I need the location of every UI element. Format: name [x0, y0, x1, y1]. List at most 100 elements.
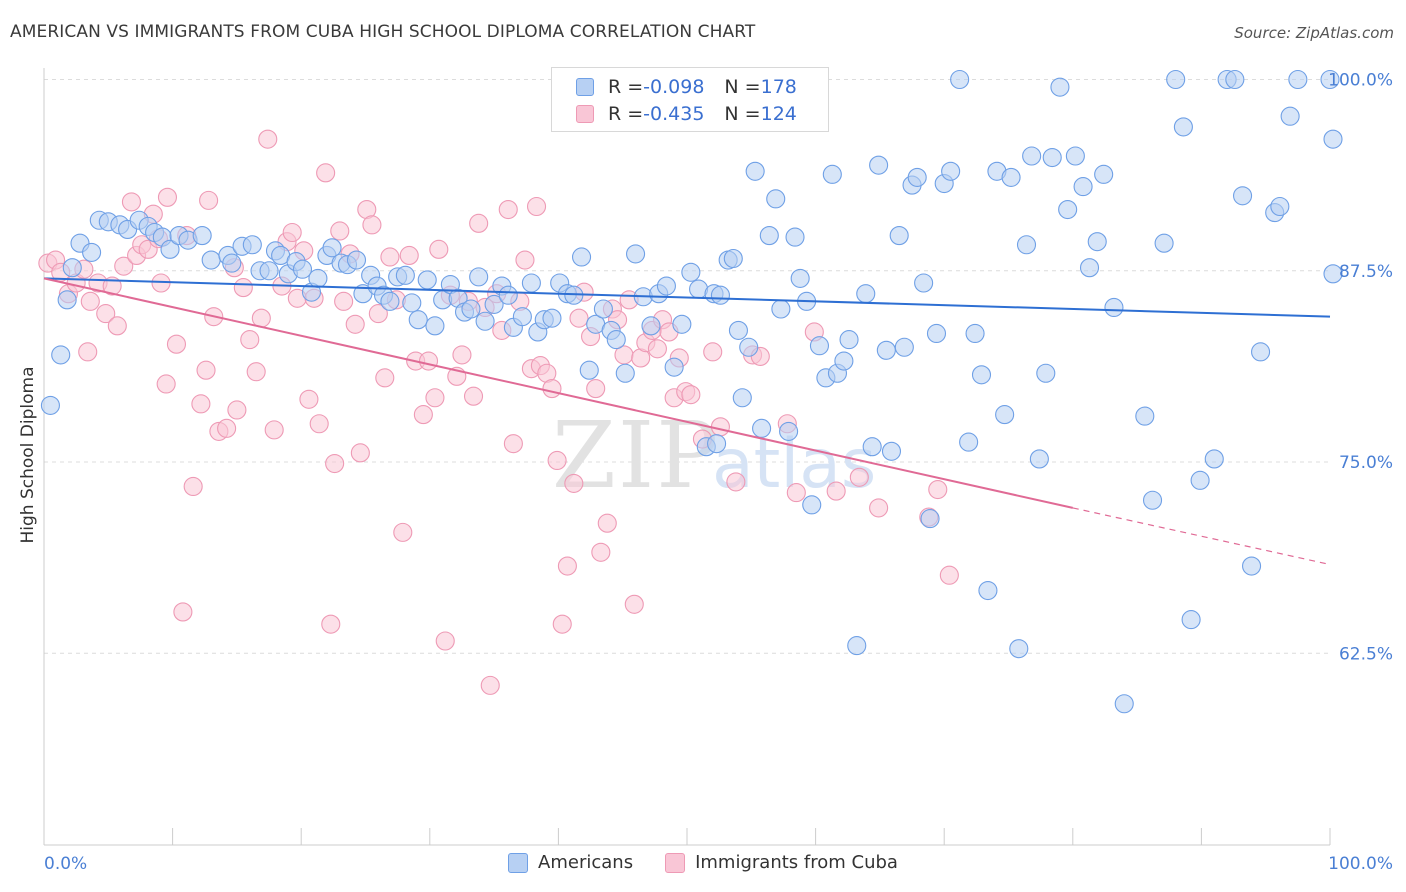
data-point: [881, 441, 902, 461]
data-point: [1154, 233, 1174, 253]
data-point: [641, 316, 661, 336]
data-point: [1001, 167, 1021, 187]
data-point: [1251, 342, 1271, 362]
data-point: [246, 362, 266, 382]
data-point: [1087, 232, 1107, 252]
data-point: [802, 495, 822, 515]
data-point: [965, 323, 985, 344]
data-point: [192, 226, 212, 246]
legend-row-cuba: R = -0.435 N = 124: [576, 103, 797, 125]
series-americans: [40, 69, 1343, 714]
data-point: [80, 291, 100, 311]
data-point: [62, 258, 82, 278]
data-point: [512, 307, 532, 327]
legend-r-label: R =: [608, 76, 644, 98]
data-point: [1058, 200, 1078, 220]
data-point: [1104, 297, 1124, 318]
data-point: [542, 308, 562, 328]
data-point: [920, 509, 940, 529]
data-point: [1323, 129, 1343, 149]
data-point: [926, 323, 947, 344]
data-point: [199, 190, 219, 210]
data-point: [745, 161, 765, 181]
data-point: [1233, 186, 1253, 206]
data-point: [542, 379, 562, 399]
data-point: [591, 542, 611, 562]
tick-labels: 100.0% 87.5% 75.0% 62.5% 0.0% 100.0%: [44, 71, 1393, 875]
trend-line-cuba: [43, 277, 1074, 509]
data-point: [564, 473, 584, 493]
data-point: [1029, 449, 1049, 469]
watermark-zip: ZIP: [552, 402, 720, 509]
data-point: [321, 614, 341, 634]
legend-n-value: 124: [760, 103, 797, 125]
data-point: [413, 405, 433, 425]
data-point: [375, 368, 395, 388]
data-point: [380, 247, 400, 267]
data-point: [839, 330, 859, 350]
data-point: [322, 238, 342, 258]
data-point: [350, 443, 370, 463]
data-point: [114, 256, 134, 276]
data-point: [1173, 117, 1193, 137]
legend-n-label: N =: [724, 76, 761, 98]
data-point: [227, 400, 247, 420]
data-point: [1166, 69, 1186, 90]
data-point: [452, 345, 472, 365]
data-point: [941, 161, 961, 181]
data-point: [1135, 406, 1155, 426]
data-point: [435, 631, 455, 651]
data-point: [593, 299, 613, 319]
data-point: [503, 434, 523, 454]
data-point: [586, 379, 606, 399]
legend-swatch-cuba: [576, 105, 594, 123]
data-point: [515, 250, 535, 270]
data-point: [325, 453, 345, 474]
data-point: [739, 337, 759, 357]
data-point: [242, 235, 262, 255]
data-point: [1204, 449, 1224, 469]
grid-lines: [44, 79, 1330, 654]
data-point: [282, 222, 302, 243]
data-point: [498, 285, 518, 305]
data-point: [1079, 258, 1100, 278]
data-point: [418, 351, 439, 371]
data-point: [469, 267, 489, 287]
data-point: [664, 357, 684, 377]
data-point: [1042, 147, 1062, 168]
data-point: [1065, 146, 1085, 166]
data-point: [939, 565, 959, 585]
data-point: [732, 388, 752, 408]
data-point: [822, 164, 842, 184]
data-point: [681, 385, 701, 405]
data-point: [752, 418, 772, 438]
data-point: [1050, 77, 1070, 97]
data-point: [309, 414, 329, 434]
data-point: [196, 360, 216, 380]
legend-item-cuba[interactable]: Immigrants from Cuba: [665, 852, 898, 873]
data-point: [57, 290, 77, 310]
data-point: [557, 556, 577, 576]
data-point: [191, 394, 211, 414]
data-point: [299, 389, 319, 409]
data-point: [889, 226, 909, 246]
data-point: [672, 314, 692, 334]
trend-line-americans: [43, 277, 1331, 318]
data-point: [380, 291, 400, 311]
data-point: [484, 294, 504, 314]
data-point: [40, 395, 60, 415]
data-point: [624, 594, 644, 614]
data-point: [995, 405, 1015, 425]
axes: [43, 68, 1331, 846]
data-point: [1181, 610, 1201, 630]
data-point: [264, 420, 284, 440]
legend-item-americans[interactable]: Americans: [508, 852, 633, 873]
data-point: [1114, 694, 1134, 714]
data-point: [723, 248, 743, 269]
data-point: [869, 498, 889, 518]
data-point: [862, 437, 882, 457]
legend-swatch-americans: [508, 852, 529, 873]
data-point: [292, 259, 313, 279]
series-legend: Americans Immigrants from Cuba: [0, 852, 1406, 873]
data-point: [316, 163, 336, 183]
